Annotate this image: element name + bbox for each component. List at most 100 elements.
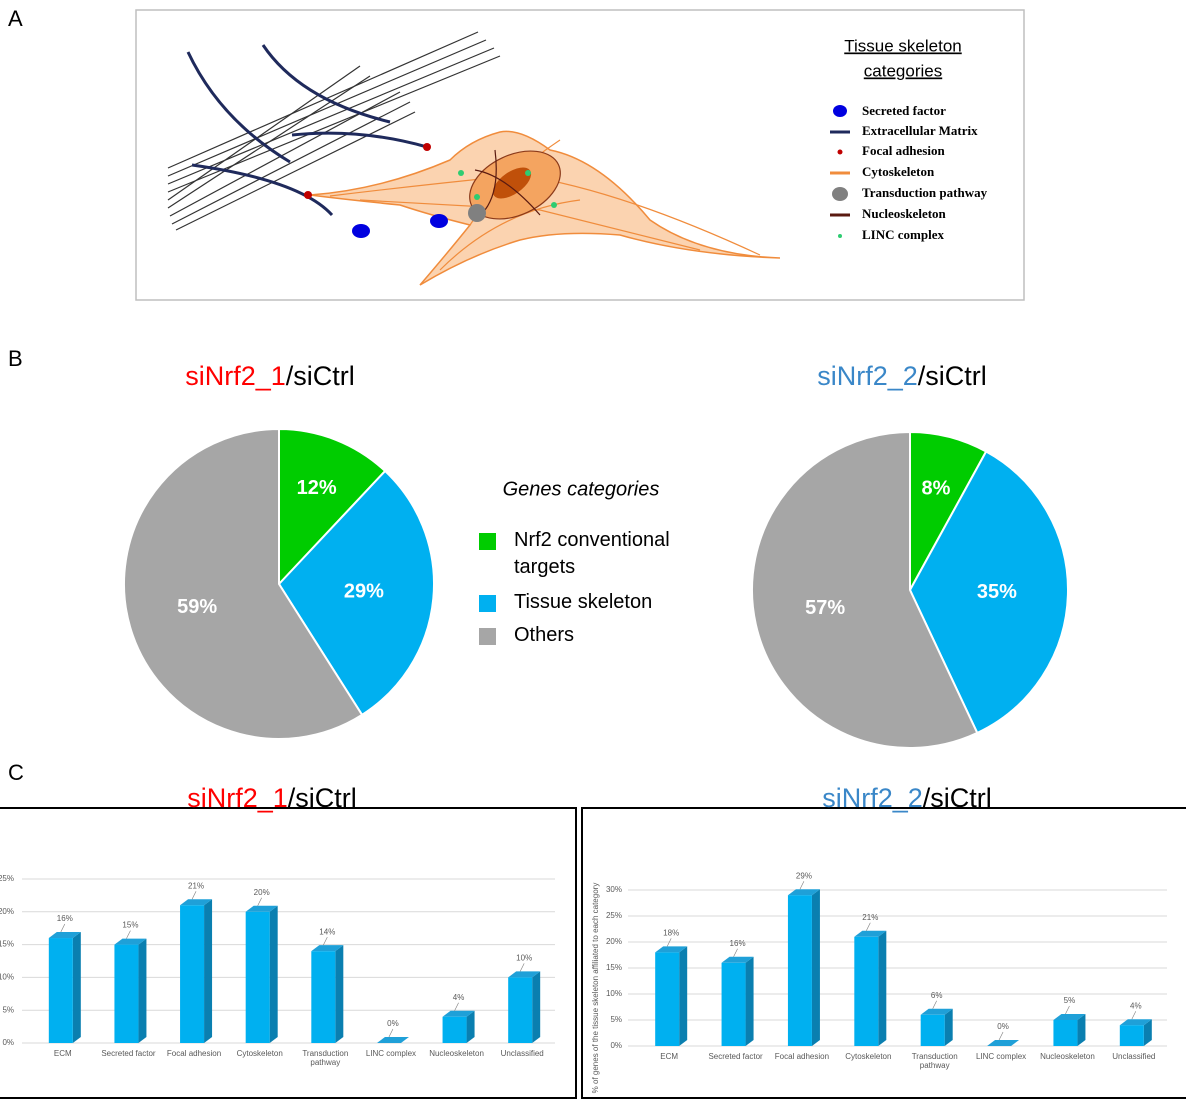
secreted-factor <box>430 214 448 228</box>
label-leader <box>932 1000 937 1009</box>
bar-top <box>442 1010 475 1017</box>
legend-item: LINC complex <box>862 227 944 242</box>
bar-side <box>1077 1014 1086 1046</box>
bar-top <box>721 956 754 963</box>
x-tick-label: Transduction pathway <box>911 1052 958 1070</box>
title-part: /siCtrl <box>288 783 357 813</box>
value-label: 21% <box>862 913 878 922</box>
value-label: 18% <box>663 929 679 938</box>
label-leader <box>519 963 525 972</box>
x-tick-label-box: Nucleoskeleton <box>1040 1052 1095 1061</box>
x-tick-label-box: ECM <box>660 1052 678 1061</box>
bar-top <box>787 889 820 896</box>
title-part: siNrf2_1 <box>187 783 288 813</box>
value-label: 0% <box>387 1019 399 1028</box>
x-tick-label-box: Cytoskeleton <box>845 1052 892 1061</box>
bar-side <box>811 889 820 1046</box>
bar-top <box>987 1040 1020 1046</box>
x-tick-label: Cytoskeleton <box>845 1052 892 1061</box>
x-tick-label-box: Secreted factor <box>101 1049 156 1058</box>
bar <box>1119 1025 1144 1046</box>
x-tick-label-box: Cytoskeleton <box>237 1049 283 1058</box>
chart-title: siNrf2_1/siCtrl <box>187 783 357 813</box>
bar-top <box>1119 1019 1152 1026</box>
legend-item: Tissue skeleton <box>514 591 653 613</box>
value-label: 4% <box>1130 1001 1142 1010</box>
legend-title: categories <box>864 61 942 80</box>
bar-side <box>335 945 344 1043</box>
bar-side <box>878 930 887 1046</box>
x-tick-label-box: Unclassified <box>501 1049 544 1058</box>
value-label: 5% <box>1064 996 1076 1005</box>
y-tick-label: 25% <box>0 874 14 883</box>
title-part: siNrf2_2 <box>822 783 923 813</box>
nucleolus <box>492 167 532 199</box>
legend-item: Transduction pathway <box>862 185 988 200</box>
secreted-factor <box>352 224 370 238</box>
y-tick-label: 20% <box>0 907 14 916</box>
bar <box>180 905 205 1043</box>
label-leader <box>60 923 66 933</box>
value-label: 10% <box>516 954 532 963</box>
x-tick-label-box: Unclassified <box>1112 1052 1155 1061</box>
bar-top <box>1053 1014 1086 1020</box>
value-label: 15% <box>122 921 138 930</box>
bar <box>655 952 680 1046</box>
bar <box>854 936 879 1046</box>
legend-symbol <box>832 187 848 201</box>
label-leader <box>1131 1011 1137 1020</box>
value-label: 6% <box>931 991 943 1000</box>
bar-side <box>944 1008 953 1046</box>
label-leader <box>866 922 871 931</box>
x-tick-label-box: ECM <box>54 1049 72 1058</box>
bar-side <box>138 938 147 1043</box>
value-label: 0% <box>997 1022 1009 1031</box>
value-label: 20% <box>254 888 270 897</box>
bar-top <box>655 946 688 953</box>
legend-symbol <box>833 105 847 117</box>
linc <box>458 170 557 208</box>
legend-item: Focal adhesion <box>862 143 945 158</box>
bar <box>787 895 812 1046</box>
legend-item: Nucleoskeleton <box>862 206 947 221</box>
title-part: /siCtrl <box>286 361 355 391</box>
bar <box>920 1014 945 1046</box>
chart-title: siNrf2_2/siCtrl <box>822 783 992 813</box>
x-tick-label-box: Focal adhesion <box>167 1049 221 1058</box>
value-label: 29% <box>796 871 812 880</box>
bar <box>114 944 139 1043</box>
legend-swatch <box>479 628 496 645</box>
bar-side <box>745 956 754 1046</box>
bar <box>245 911 270 1043</box>
label-leader <box>126 930 131 939</box>
chart-frame <box>581 807 1186 1099</box>
x-tick-label-box: LINC complex <box>366 1049 416 1058</box>
value-label: 4% <box>453 993 465 1002</box>
slice-label: 57% <box>805 597 845 619</box>
title-part: siNrf2_2 <box>817 361 918 391</box>
bar-top <box>311 945 344 952</box>
value-label: 14% <box>319 927 335 936</box>
legend-item-box: Tissue skeleton <box>514 591 653 613</box>
pie-slice <box>751 430 979 749</box>
panel-label: C <box>8 760 24 785</box>
legend-item: Cytoskeleton <box>862 164 935 179</box>
pie-slice <box>278 427 387 587</box>
y-tick-label: 10% <box>606 989 622 998</box>
bar-top <box>854 930 887 937</box>
y-tick-label: 20% <box>606 937 622 946</box>
label-leader <box>1065 1005 1070 1015</box>
panel-label: B <box>8 346 23 371</box>
bar <box>48 938 73 1043</box>
panel-a: Tissue skeleton categories Secreted fact… <box>135 9 1025 301</box>
value-label: 16% <box>730 939 746 948</box>
slice-label: 8% <box>921 477 950 499</box>
focal-adhesion <box>423 143 431 151</box>
pie-slice <box>277 469 435 717</box>
legend-title: Genes categories <box>503 478 660 500</box>
label-leader <box>257 897 262 906</box>
slice-label: 35% <box>977 581 1017 603</box>
bar-side <box>204 899 213 1043</box>
x-tick-label: Secreted factor <box>101 1049 156 1058</box>
